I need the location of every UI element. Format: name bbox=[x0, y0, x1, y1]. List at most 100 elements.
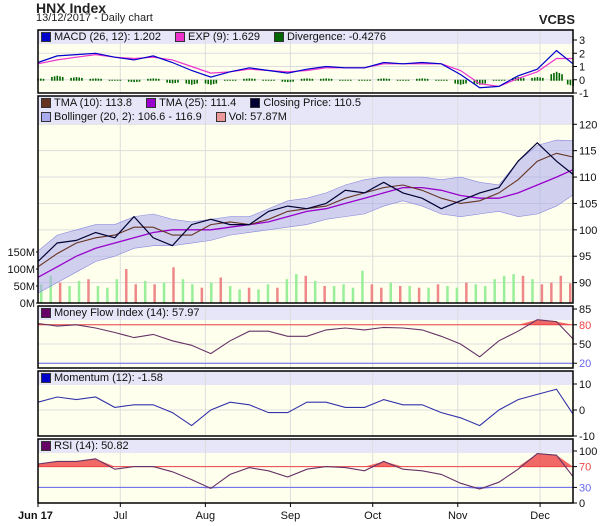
divergence-bar bbox=[308, 78, 311, 81]
divergence-bar bbox=[70, 77, 72, 81]
volume-bar bbox=[569, 283, 572, 303]
y-tick-label: 30 bbox=[579, 482, 591, 494]
divergence-bar bbox=[520, 77, 522, 81]
divergence-bar bbox=[550, 74, 553, 81]
closing-price-line bbox=[37, 141, 574, 262]
legend-label: Vol: 57.87M bbox=[228, 111, 287, 123]
legend-label: Divergence: -0.4276 bbox=[286, 31, 387, 43]
divergence-bar bbox=[243, 78, 245, 81]
divergence-bar bbox=[500, 79, 503, 81]
divergence-bar bbox=[369, 79, 371, 81]
divergence-bar bbox=[498, 79, 500, 81]
divergence-bar bbox=[366, 79, 369, 81]
legend-swatch bbox=[41, 98, 51, 108]
volume-bar bbox=[417, 287, 421, 303]
legend-label: Momentum (12): -1.58 bbox=[54, 372, 163, 384]
divergence-bar bbox=[454, 79, 457, 84]
volume-bar bbox=[512, 274, 515, 303]
momentum-frame bbox=[37, 370, 574, 437]
y-tick-label: 70 bbox=[579, 462, 591, 474]
divergence-bar bbox=[402, 79, 404, 81]
divergence-bar bbox=[347, 79, 349, 81]
legend-entry: Divergence: -0.4276 bbox=[273, 31, 387, 43]
divergence-bar bbox=[42, 78, 45, 81]
volume-bar bbox=[181, 279, 185, 303]
x-tick-label: Nov bbox=[448, 510, 468, 522]
volume-bar bbox=[398, 286, 402, 303]
divergence-bar bbox=[248, 78, 251, 81]
y-tick-label: 80 bbox=[579, 320, 591, 332]
divergence-bar bbox=[281, 79, 284, 82]
divergence-bar bbox=[157, 78, 160, 81]
volume-bar bbox=[210, 282, 213, 303]
divergence-bar bbox=[204, 79, 207, 84]
volume-bar bbox=[493, 279, 496, 303]
divergence-bar bbox=[265, 79, 267, 81]
divergence-bar bbox=[358, 79, 360, 81]
brand-logo: VCBS bbox=[538, 12, 575, 27]
volume-bar bbox=[370, 284, 374, 303]
legend-swatch bbox=[175, 32, 185, 42]
divergence-bar bbox=[330, 78, 333, 81]
volume-bar bbox=[323, 286, 326, 303]
divergence-bar bbox=[262, 79, 264, 81]
divergence-bar bbox=[251, 78, 253, 81]
divergence-bar bbox=[166, 79, 168, 83]
y-tick-label: 100 bbox=[579, 446, 597, 458]
divergence-bar bbox=[344, 79, 347, 81]
legend-entry: TMA (25): 111.4 bbox=[146, 97, 236, 109]
y-tick-label: 85 bbox=[579, 304, 591, 316]
divergence-bar bbox=[97, 78, 100, 81]
momentum-line bbox=[37, 388, 574, 427]
divergence-bar bbox=[443, 79, 445, 81]
volume-bar bbox=[550, 282, 553, 303]
signal-line bbox=[37, 53, 573, 88]
divergence-bar bbox=[424, 78, 426, 81]
divergence-bar bbox=[215, 79, 218, 84]
y-tick-label: 95 bbox=[579, 251, 591, 263]
divergence-bar bbox=[73, 77, 75, 81]
divergence-bar bbox=[495, 79, 498, 81]
volume-bar bbox=[276, 287, 279, 303]
volume-bar bbox=[40, 284, 43, 303]
y-tick-label: 0 bbox=[579, 405, 585, 417]
volume-bar bbox=[304, 275, 307, 303]
volume-bar bbox=[465, 282, 468, 303]
volume-bar bbox=[427, 287, 430, 303]
x-tick-label: Sep bbox=[281, 510, 301, 522]
volume-bar bbox=[540, 284, 544, 303]
x-tick-label: Oct bbox=[364, 510, 381, 522]
volume-bar bbox=[238, 289, 241, 303]
volume-bar bbox=[502, 275, 506, 303]
divergence-bar bbox=[311, 78, 314, 81]
divergence-bar bbox=[245, 78, 248, 81]
divergence-bar bbox=[188, 79, 190, 85]
divergence-bar bbox=[349, 79, 352, 81]
volume-bar bbox=[153, 284, 156, 303]
legend-label: MACD (26, 12): 1.202 bbox=[54, 31, 161, 43]
divergence-bar bbox=[177, 79, 179, 83]
rsi-legend-band bbox=[38, 439, 573, 453]
mfi-legend-band bbox=[38, 306, 573, 320]
volume-bar bbox=[266, 284, 270, 303]
volume-bar bbox=[191, 284, 194, 303]
volume-bar bbox=[342, 284, 345, 303]
divergence-bar bbox=[542, 77, 544, 81]
y-tick-label: 0 bbox=[579, 75, 585, 87]
volume-bar bbox=[115, 279, 119, 303]
divergence-bar bbox=[435, 79, 437, 81]
rsi-frame bbox=[37, 438, 574, 504]
y-tick-label: 20 bbox=[579, 358, 591, 370]
divergence-bar bbox=[114, 79, 116, 81]
legend-entry: Momentum (12): -1.58 bbox=[41, 372, 163, 384]
legend-entry: Vol: 57.87M bbox=[215, 111, 287, 123]
legend-swatch bbox=[41, 373, 51, 383]
volume-bar bbox=[295, 274, 298, 303]
rsi-legend: RSI (14): 50.82 bbox=[41, 440, 570, 452]
divergence-bar bbox=[465, 79, 467, 84]
divergence-bar bbox=[119, 79, 122, 81]
divergence-bar bbox=[404, 79, 407, 81]
y-tick-label: 2 bbox=[579, 48, 585, 60]
mfi-line bbox=[37, 319, 574, 358]
